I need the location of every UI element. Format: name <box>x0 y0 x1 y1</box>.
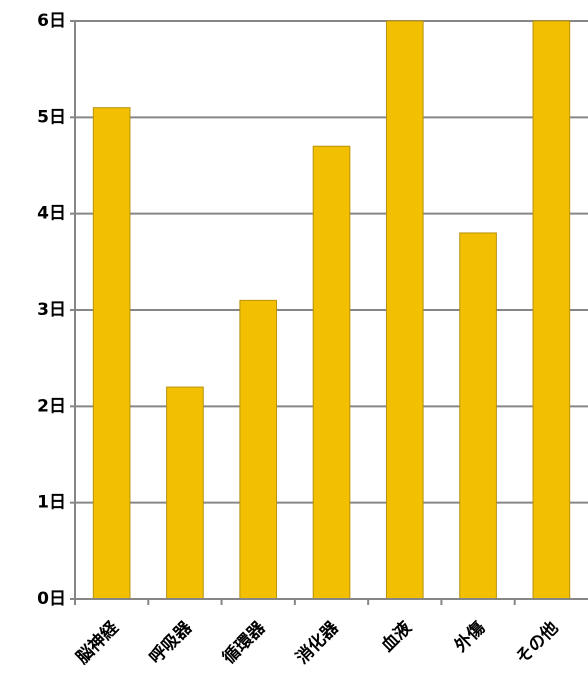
bar-7 <box>532 20 571 600</box>
y-tick-label: 0日 <box>37 589 66 609</box>
y-axis-tick-labels: 0日 1日 2日 3日 4日 5日 6日 <box>37 11 66 609</box>
axes <box>70 20 588 605</box>
y-tick-label: 6日 <box>37 11 66 31</box>
y-tick-label: 2日 <box>37 396 66 416</box>
bars <box>92 20 571 600</box>
bar-5 <box>385 20 424 600</box>
bar-4 <box>312 145 351 600</box>
category-label: 消化器 <box>292 617 344 669</box>
y-tick-label: 1日 <box>37 493 66 513</box>
category-label: 外傷 <box>450 617 489 656</box>
category-label: 呼吸器 <box>146 617 197 668</box>
y-tick-label: 3日 <box>37 300 66 320</box>
category-label: 血液 <box>377 617 416 656</box>
bar-2 <box>166 386 204 600</box>
y-tick-label: 4日 <box>37 204 66 224</box>
category-label: その他 <box>512 617 563 668</box>
category-label: 脳神経 <box>72 617 124 669</box>
bar-3 <box>239 299 278 600</box>
bar-1 <box>92 107 131 600</box>
y-tick-label: 5日 <box>37 107 66 127</box>
bar-6 <box>459 232 497 600</box>
x-axis-category-labels: 脳神経 呼吸器 循環器 消化器 血液 外傷 その他 <box>72 617 563 669</box>
category-label: 循環器 <box>218 617 270 669</box>
